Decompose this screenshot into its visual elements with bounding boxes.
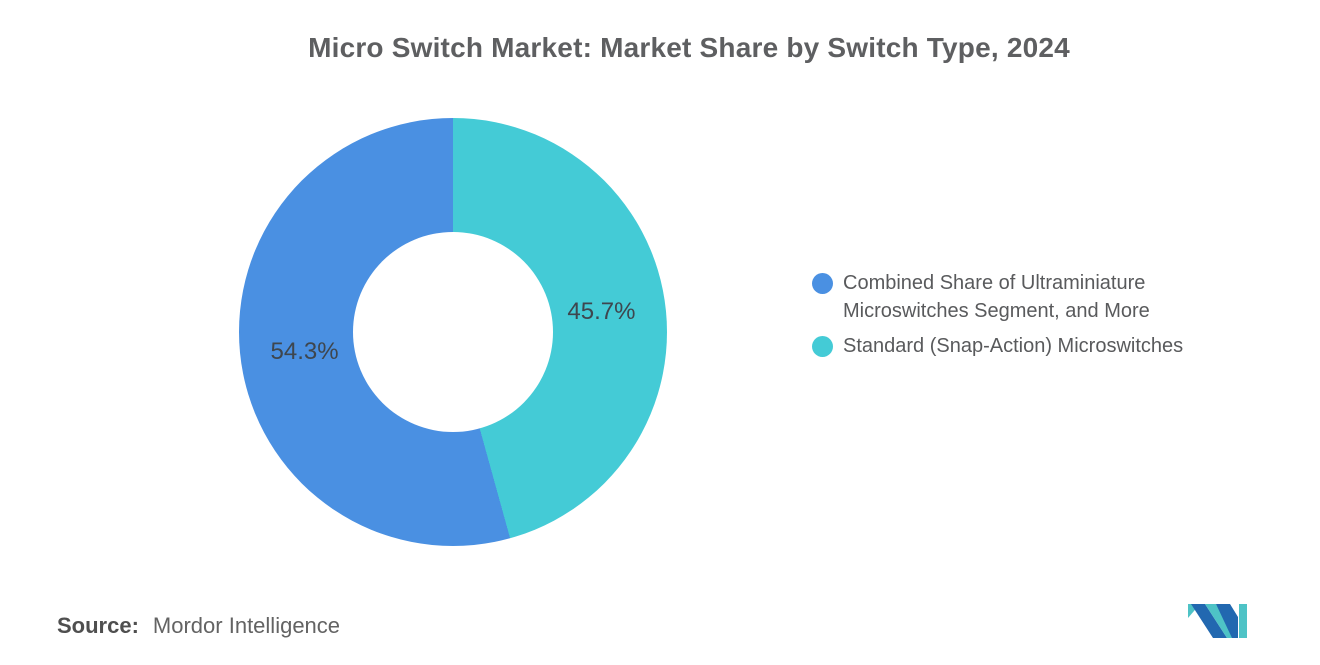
legend: Combined Share of Ultraminiature Microsw… <box>812 269 1204 360</box>
source-value: Mordor Intelligence <box>152 613 341 638</box>
source-note: Source: Mordor Intelligence <box>57 613 340 639</box>
chart-title: Micro Switch Market: Market Share by Swi… <box>308 32 1070 63</box>
legend-swatch-0 <box>812 273 833 294</box>
legend-label-0: Combined Share of Ultraminiature Microsw… <box>843 272 1150 322</box>
slice-label-1: 45.7% <box>567 297 636 325</box>
donut-chart: 54.3% 45.7% <box>239 118 667 546</box>
legend-label-1: Standard (Snap-Action) Microswitches <box>843 335 1184 357</box>
slice-label-0: 54.3% <box>270 338 339 366</box>
donut-hole <box>353 232 553 432</box>
legend-swatch-1 <box>812 336 833 357</box>
legend-item-0[interactable]: Combined Share of Ultraminiature Microsw… <box>812 269 1204 325</box>
logo-shape-teal-bar <box>1239 604 1247 638</box>
legend-item-1[interactable]: Standard (Snap-Action) Microswitches <box>812 332 1204 360</box>
logo-shape-blue-right <box>1216 604 1238 638</box>
logo-shape-blue-left <box>1191 604 1227 638</box>
mordor-intelligence-logo <box>1188 604 1247 638</box>
source-label: Source: <box>57 613 139 638</box>
